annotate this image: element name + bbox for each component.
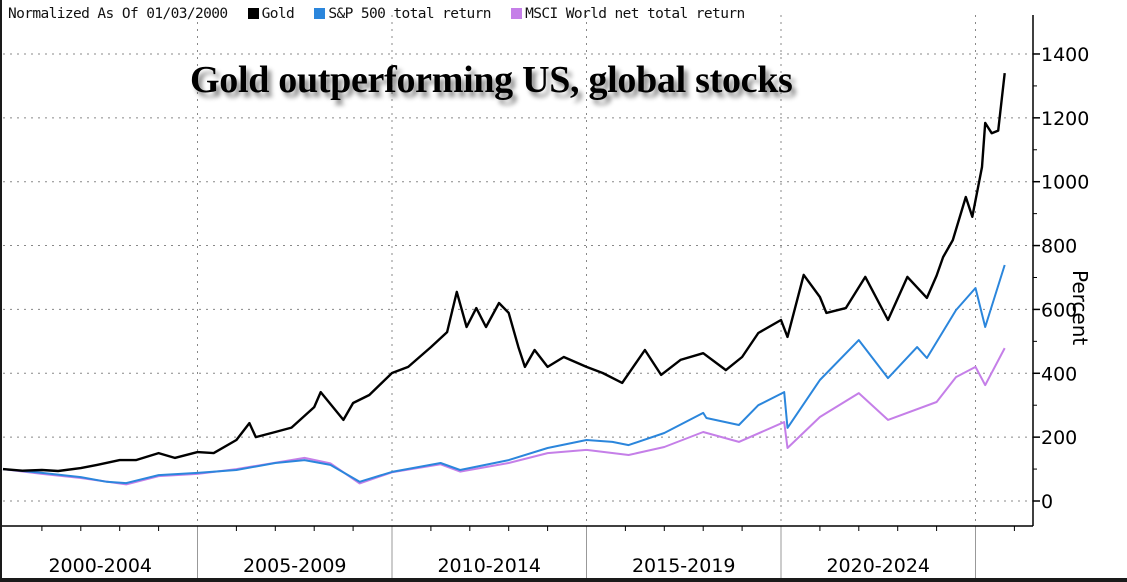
y-tick-label: 800 xyxy=(1041,236,1077,258)
y-tick-label: 0 xyxy=(1041,491,1053,513)
y-tick-label: 400 xyxy=(1041,363,1077,385)
y-tick-label: 200 xyxy=(1041,427,1077,449)
legend: Normalized As Of 01/03/2000 Gold S&P 500… xyxy=(8,6,745,22)
x-band-label: 2000-2004 xyxy=(48,555,152,577)
frame-left xyxy=(0,0,2,582)
y-tick-label: 600 xyxy=(1041,299,1077,321)
legend-label-sp500: S&P 500 total return xyxy=(328,6,491,22)
y-tick-label: 1200 xyxy=(1041,108,1089,130)
legend-swatch-msci xyxy=(511,8,523,19)
y-axis-label: Percent xyxy=(1068,270,1092,346)
legend-title: Normalized As Of 01/03/2000 xyxy=(8,6,228,22)
legend-swatch-gold xyxy=(247,8,259,19)
frame-bottom xyxy=(0,578,1127,582)
x-band-label: 2010-2014 xyxy=(437,555,541,577)
axes: 0 200 400 600 800 1000 1200 1400 2000-2004 2005-2… xyxy=(2,15,1089,578)
x-band-label: 2005-2009 xyxy=(243,555,347,577)
legend-swatch-sp500 xyxy=(314,8,326,19)
x-band-label: 2015-2019 xyxy=(632,555,736,577)
legend-label-msci: MSCI World net total return xyxy=(525,6,745,22)
series-line-msci xyxy=(2,347,1006,486)
y-tick-label: 1400 xyxy=(1041,44,1089,66)
series-line-gold xyxy=(2,72,1006,473)
chart-title: Gold outperforming US, global stocks xyxy=(190,59,793,101)
y-tick-label: 1000 xyxy=(1041,172,1089,194)
x-band-label: 2020-2024 xyxy=(826,555,930,577)
legend-label-gold: Gold xyxy=(261,6,295,22)
series-lines xyxy=(2,72,1006,486)
series-line-sp500 xyxy=(2,264,1006,485)
grid xyxy=(3,15,1033,526)
